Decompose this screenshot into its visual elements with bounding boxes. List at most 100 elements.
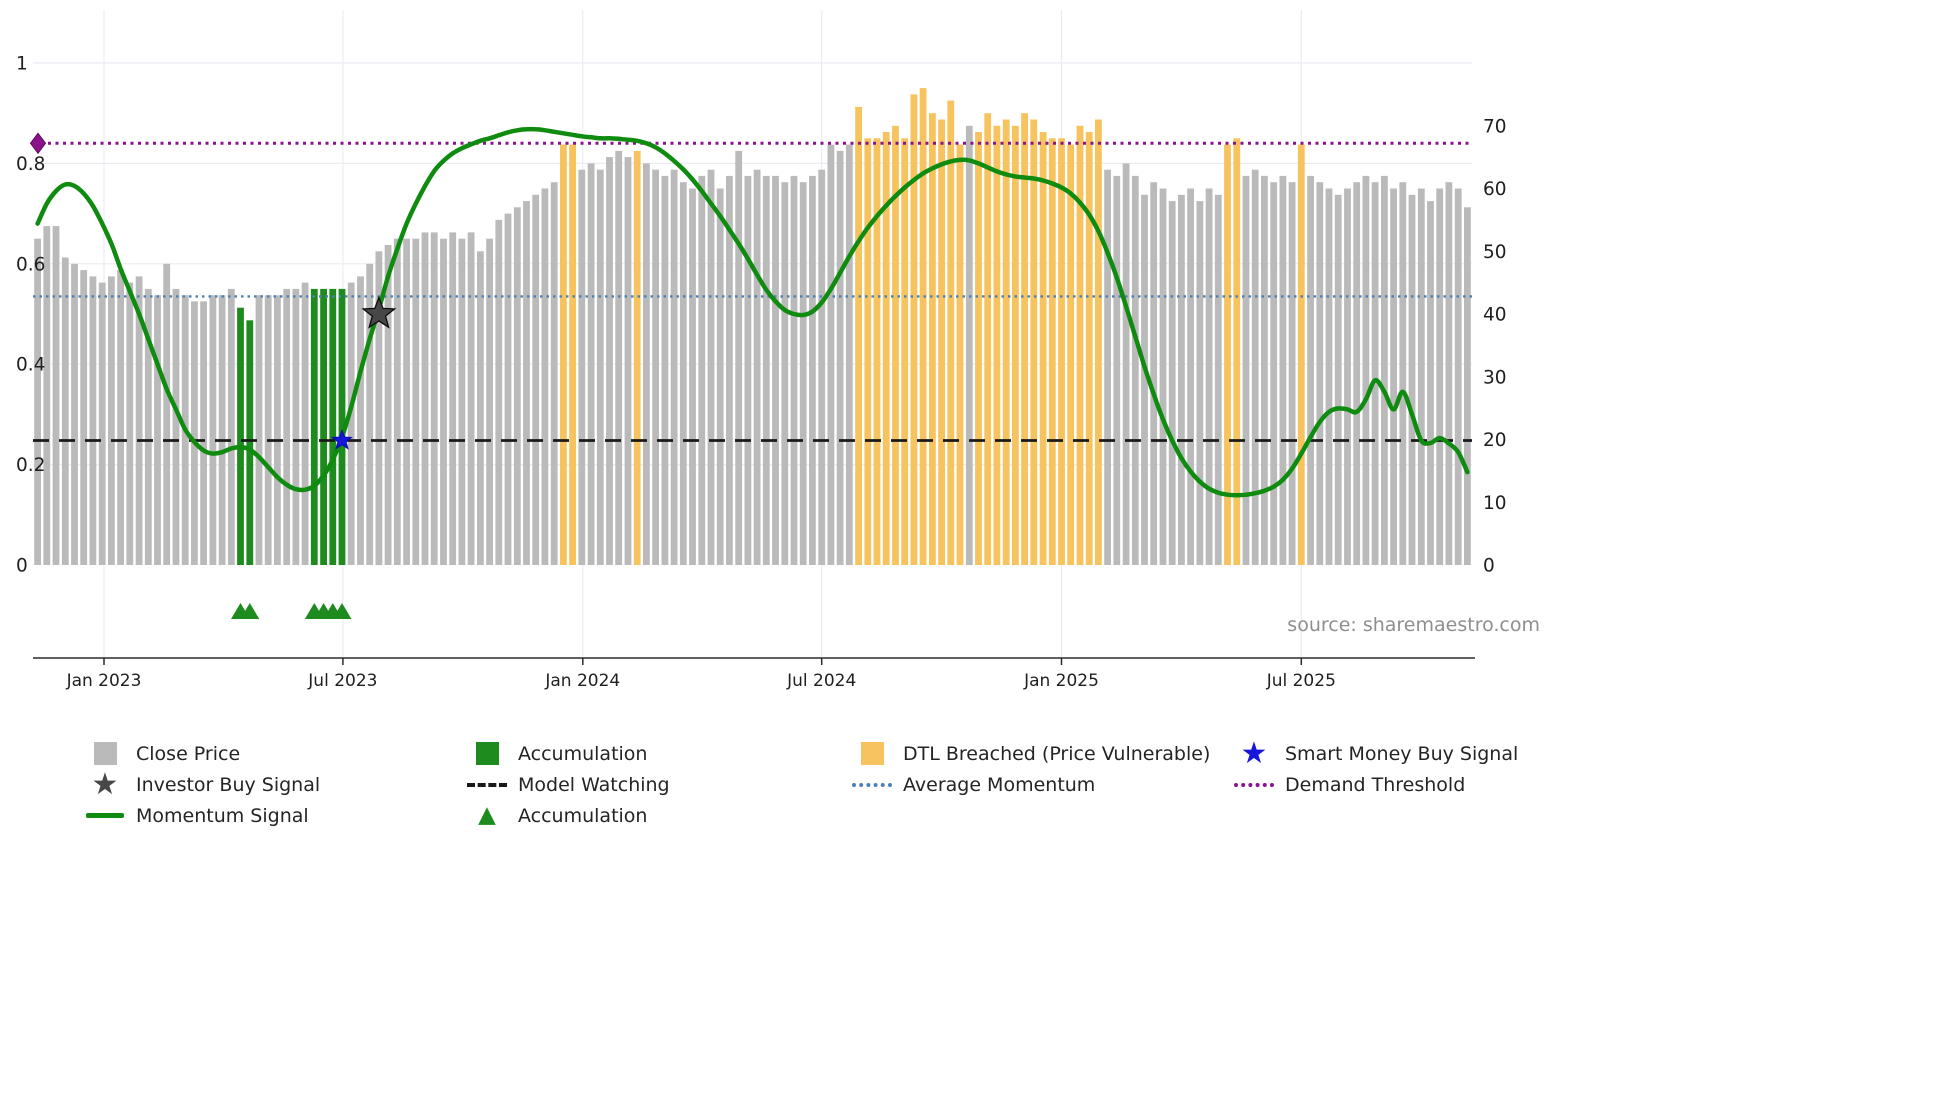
price-bar <box>1242 175 1250 565</box>
price-bar <box>144 288 152 565</box>
price-bar <box>126 282 134 565</box>
price-bar <box>1039 132 1047 565</box>
price-bar <box>1095 119 1102 565</box>
price-bar <box>1214 194 1222 566</box>
price-bar <box>43 226 51 565</box>
legend-column-2: Accumulation Model Watching ▲ Accumulati… <box>466 738 670 831</box>
price-bar <box>449 232 457 565</box>
right-axis-tick-label: 20 <box>1483 430 1507 451</box>
price-bar <box>1122 163 1130 565</box>
price-bar <box>772 175 779 565</box>
price-bar <box>52 226 60 565</box>
price-bar <box>882 132 890 565</box>
price-bar <box>790 175 798 565</box>
price-bar <box>919 88 927 565</box>
x-axis-tick-label: Jan 2025 <box>1023 671 1099 691</box>
price-bar <box>652 169 659 565</box>
price-bar <box>486 238 493 565</box>
orange-square-icon <box>860 742 884 765</box>
price-bar <box>477 251 484 566</box>
price-bar <box>1279 175 1287 565</box>
price-bar <box>753 169 761 565</box>
price-bar <box>698 175 706 565</box>
price-bar <box>975 132 982 565</box>
demand-threshold-marker <box>29 132 47 155</box>
price-bar <box>532 194 540 566</box>
price-bar <box>984 113 992 565</box>
price-bar <box>1048 138 1056 566</box>
x-axis: Jan 2023 Jul 2023 Jan 2024 Jul 2024 Jan 2025… <box>33 657 1475 691</box>
price-bar <box>412 238 420 565</box>
price-bar <box>1417 188 1425 565</box>
price-bar <box>1344 188 1351 565</box>
price-bar <box>154 295 161 565</box>
price-bar <box>560 144 567 565</box>
price-bar <box>845 144 853 565</box>
legend-item-model-watching: Model Watching <box>466 769 670 800</box>
price-bar <box>421 232 429 565</box>
price-bar <box>301 282 309 565</box>
price-bar <box>1104 169 1111 565</box>
left-axis-tick-label: 0.4 <box>16 355 45 376</box>
price-bar <box>200 301 207 565</box>
price-bar <box>661 175 669 565</box>
price-bar <box>1464 207 1471 566</box>
accumulation-triangle <box>332 603 352 619</box>
price-bar <box>910 94 918 566</box>
price-bar <box>1224 144 1231 565</box>
price-bar <box>292 288 300 565</box>
price-bar <box>504 213 512 565</box>
price-bar <box>218 295 226 565</box>
price-bar <box>1316 182 1324 565</box>
price-bar <box>1030 119 1038 565</box>
price-bar <box>1334 194 1342 566</box>
legend-column-3: DTL Breached (Price Vulnerable) Average … <box>851 738 1210 800</box>
price-bar <box>569 144 576 565</box>
price-bar <box>393 238 401 565</box>
price-bar <box>117 270 124 565</box>
price-bar <box>1205 188 1213 565</box>
price-bar <box>329 288 337 565</box>
price-bar <box>172 288 180 565</box>
legend-label: Accumulation <box>518 804 648 827</box>
price-bar <box>578 169 586 565</box>
close-price-swatch-icon <box>93 742 117 765</box>
price-bar <box>735 150 743 565</box>
price-bar <box>347 282 355 565</box>
price-bar <box>467 232 475 565</box>
price-bar <box>1381 175 1388 565</box>
right-axis-tick-label: 40 <box>1483 305 1507 326</box>
price-bar <box>1178 194 1185 566</box>
left-axis-labels: 0 0.2 0.4 0.6 0.8 1 <box>16 54 45 577</box>
price-bar <box>264 295 272 565</box>
right-axis-tick-label: 10 <box>1483 493 1507 514</box>
blue-star-icon: ★ <box>1240 735 1268 771</box>
price-bar <box>1168 201 1176 565</box>
price-bar <box>1150 182 1158 565</box>
momentum-signal-line <box>35 126 1470 498</box>
source-note: source: sharemaestro.com <box>1287 614 1540 636</box>
purple-dotted-line-icon <box>1234 782 1274 787</box>
legend-item-accumulation-marker: ▲ Accumulation <box>466 800 670 831</box>
legend-column-1: Close Price ★ Investor Buy Signal Moment… <box>84 738 320 831</box>
price-bar <box>1436 188 1444 565</box>
price-bar <box>1261 175 1268 565</box>
price-bar <box>191 301 198 565</box>
legend-item-dtl-breached: DTL Breached (Price Vulnerable) <box>851 738 1210 769</box>
price-bar <box>550 182 558 565</box>
price-bar <box>799 182 807 565</box>
price-bar <box>135 276 143 565</box>
price-bar <box>523 201 530 565</box>
price-bar <box>513 207 521 566</box>
price-bar <box>1408 194 1416 566</box>
price-bar <box>310 288 318 565</box>
price-bar <box>938 119 945 565</box>
price-bar <box>965 125 973 566</box>
price-bar <box>1371 182 1379 565</box>
left-axis-tick-label: 0 <box>16 556 28 577</box>
price-bar <box>255 295 263 565</box>
price-bar <box>1325 188 1333 565</box>
price-bar <box>1362 175 1370 565</box>
x-axis-tick-label: Jul 2024 <box>786 671 856 691</box>
x-axis-tick-label: Jan 2024 <box>544 671 620 691</box>
